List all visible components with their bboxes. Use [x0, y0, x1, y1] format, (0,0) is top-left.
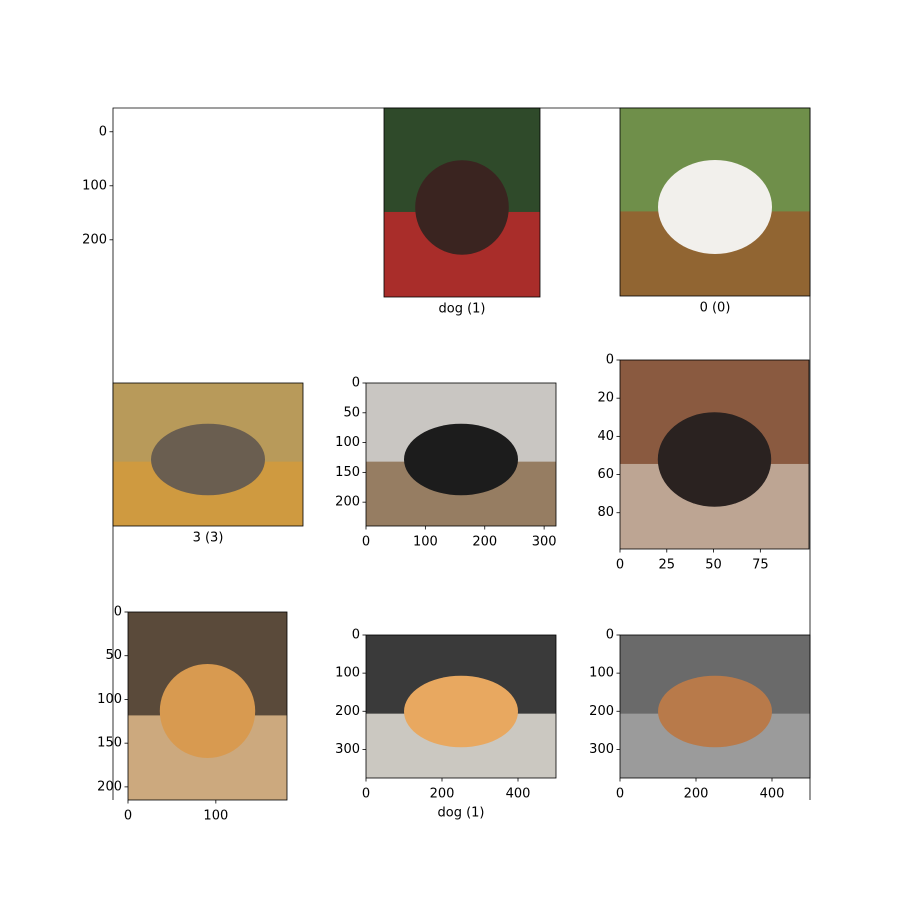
image-animal [415, 160, 509, 255]
image-frame [365, 634, 557, 779]
image-animal [404, 675, 518, 748]
y-tick-label: 200 [589, 704, 614, 719]
y-tick-label: 150 [97, 736, 122, 751]
image-frame [619, 359, 810, 550]
y-tick-label: 0 [114, 605, 122, 620]
image-animal [657, 412, 772, 507]
x-tick-label: 0 [616, 558, 624, 573]
y-tick-label: 80 [597, 505, 614, 520]
image-animal [151, 423, 265, 496]
y-tick-label: 40 [597, 429, 614, 444]
y-tick-label: 300 [335, 742, 360, 757]
x-tick-label: 100 [203, 809, 228, 824]
image-animal [658, 675, 772, 748]
image-frame [383, 107, 541, 298]
x-tick-label: 25 [659, 558, 676, 573]
x-tick-label: 200 [472, 535, 497, 550]
y-tick-label: 200 [335, 495, 360, 510]
image-caption: dog (1) [437, 806, 484, 821]
image-caption: 3 (3) [193, 531, 224, 546]
x-tick-label: 50 [705, 558, 722, 573]
x-tick-label: 0 [124, 809, 132, 824]
x-tick-label: 0 [362, 535, 370, 550]
image-frame [112, 382, 304, 527]
y-tick-label: 0 [606, 353, 614, 368]
y-tick-label: 100 [82, 178, 107, 193]
x-tick-label: 0 [362, 787, 370, 802]
y-tick-label: 300 [589, 742, 614, 757]
y-tick-label: 50 [343, 405, 360, 420]
y-tick-label: 100 [589, 666, 614, 681]
y-tick-label: 150 [335, 465, 360, 480]
x-tick-label: 75 [752, 558, 769, 573]
y-tick-label: 0 [606, 628, 614, 643]
y-tick-label: 20 [597, 391, 614, 406]
x-tick-label: 300 [532, 535, 557, 550]
x-tick-label: 0 [616, 787, 624, 802]
image-frame [619, 107, 811, 297]
y-tick-label: 100 [335, 435, 360, 450]
image-animal [658, 160, 772, 254]
image-caption: 0 (0) [700, 301, 731, 316]
y-tick-label: 0 [352, 376, 360, 391]
y-tick-label: 200 [97, 779, 122, 794]
x-tick-label: 200 [684, 787, 709, 802]
image-caption: dog (1) [438, 302, 485, 317]
image-frame [365, 382, 557, 527]
x-tick-label: 100 [413, 535, 438, 550]
x-tick-label: 400 [506, 787, 531, 802]
y-tick-label: 100 [97, 692, 122, 707]
image-animal [404, 423, 518, 496]
y-tick-label: 100 [335, 666, 360, 681]
x-tick-label: 400 [760, 787, 785, 802]
y-tick-label: 50 [105, 648, 122, 663]
image-animal [159, 664, 256, 758]
x-tick-label: 200 [430, 787, 455, 802]
y-tick-label: 0 [352, 628, 360, 643]
y-tick-label: 200 [82, 232, 107, 247]
y-tick-label: 60 [597, 467, 614, 482]
image-frame [619, 634, 811, 779]
image-frame [127, 611, 288, 801]
y-tick-label: 0 [99, 124, 107, 139]
y-tick-label: 200 [335, 704, 360, 719]
